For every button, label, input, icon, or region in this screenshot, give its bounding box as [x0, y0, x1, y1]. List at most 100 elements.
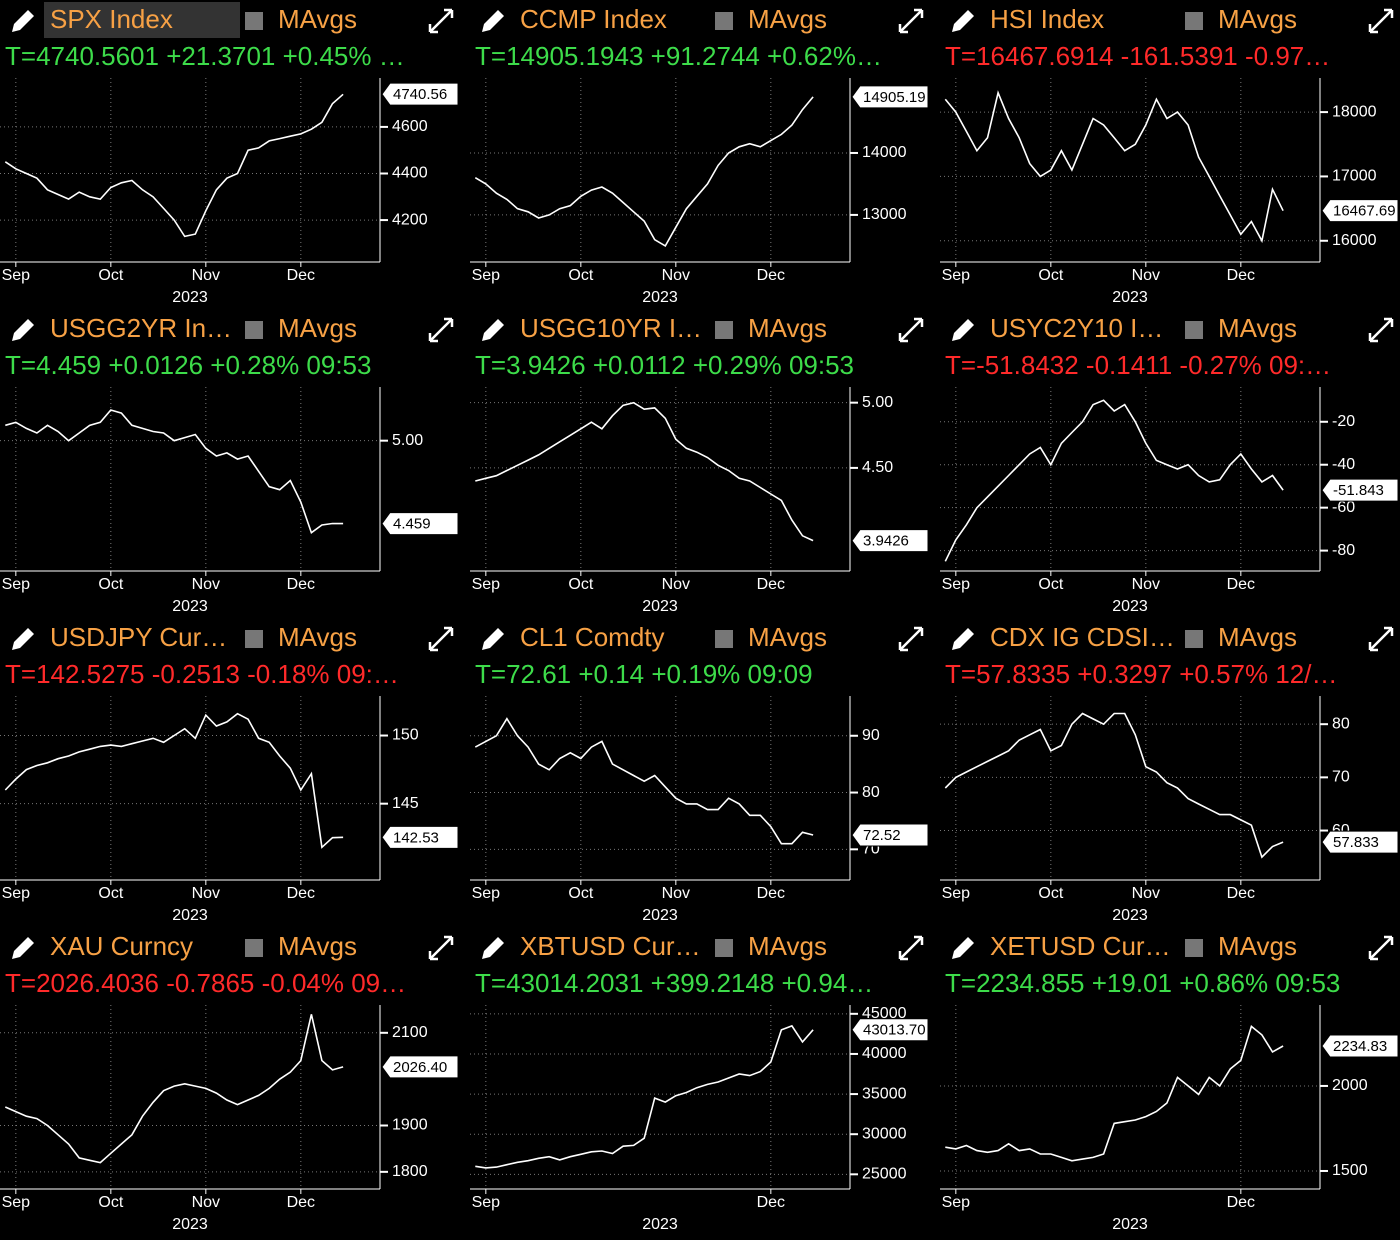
chart-panel[interactable]: CL1 Comdty MAvgs T=72.61 +0.14 +0.19% 09:0… [470, 622, 929, 924]
mavgs-checkbox[interactable] [245, 630, 263, 648]
mavgs-label[interactable]: MAvgs [1218, 931, 1297, 961]
security-title[interactable]: USDJPY Cur… [50, 622, 227, 652]
mavgs-label[interactable]: MAvgs [748, 931, 827, 961]
expand-icon[interactable] [1368, 8, 1394, 34]
chart-panel[interactable]: XAU Curncy MAvgs T=2026.4036 -0.7865 -0.04… [0, 931, 459, 1233]
expand-icon[interactable] [428, 626, 454, 652]
chart-panel[interactable]: XETUSD Cur… MAvgs T=2234.855 +19.01 +0.86%… [940, 931, 1399, 1233]
edit-icon[interactable] [482, 319, 504, 341]
quote-line: T=14905.1943 +91.2744 +0.62%… [475, 41, 882, 71]
mavgs-checkbox[interactable] [1185, 321, 1203, 339]
security-title[interactable]: USGG10YR I… [520, 313, 702, 343]
year-label: 2023 [642, 289, 678, 306]
mavgs-label[interactable]: MAvgs [748, 4, 827, 34]
last-value-label: 2026.40 [393, 1059, 447, 1076]
security-title[interactable]: USGG2YR In… [50, 313, 232, 343]
edit-icon[interactable] [952, 10, 974, 32]
month-label: Nov [192, 1194, 220, 1211]
mavgs-label[interactable]: MAvgs [748, 313, 827, 343]
edit-icon[interactable] [12, 10, 34, 32]
edit-icon[interactable] [952, 937, 974, 959]
chart-panel[interactable]: USGG10YR I… MAvgs T=3.9426 +0.0112 +0.29% … [470, 313, 929, 615]
month-label: Dec [757, 576, 785, 593]
y-tick-label: 150 [392, 727, 419, 744]
chart-panel[interactable]: SPX Index MAvgs T=4740.5601 +21.3701 +0.45… [0, 2, 459, 306]
security-title[interactable]: SPX Index [50, 4, 173, 34]
mavgs-label[interactable]: MAvgs [1218, 622, 1297, 652]
y-tick-label: -80 [1332, 542, 1355, 559]
quote-line: T=16467.6914 -161.5391 -0.97… [945, 41, 1330, 71]
expand-icon[interactable] [1368, 317, 1394, 343]
expand-icon[interactable] [898, 8, 924, 34]
security-title[interactable]: HSI Index [990, 4, 1104, 34]
mavgs-checkbox[interactable] [245, 12, 263, 30]
chart-panel[interactable]: CDX IG CDSI… MAvgs T=57.8335 +0.3297 +0.57… [940, 622, 1399, 924]
edit-icon[interactable] [952, 319, 974, 341]
price-line [474, 96, 814, 248]
mavgs-checkbox[interactable] [715, 321, 733, 339]
month-label: Dec [757, 267, 785, 284]
last-value-flag [1321, 830, 1399, 854]
y-tick-label: 17000 [1332, 168, 1377, 185]
month-label: Dec [757, 1194, 785, 1211]
chart-panel[interactable]: USYC2Y10 I… MAvgs T=-51.8432 -0.1411 -0.27… [940, 313, 1399, 615]
edit-icon[interactable] [12, 937, 34, 959]
year-label: 2023 [1112, 1216, 1148, 1233]
y-tick-label: -40 [1332, 456, 1355, 473]
mavgs-label[interactable]: MAvgs [278, 622, 357, 652]
edit-icon[interactable] [482, 628, 504, 650]
security-title[interactable]: XETUSD Cur… [990, 931, 1171, 961]
month-label: Dec [1227, 1194, 1255, 1211]
price-line [5, 409, 344, 534]
mavgs-label[interactable]: MAvgs [278, 931, 357, 961]
mavgs-checkbox[interactable] [1185, 630, 1203, 648]
security-title[interactable]: CCMP Index [520, 4, 667, 34]
mavgs-checkbox[interactable] [245, 939, 263, 957]
security-title[interactable]: CL1 Comdty [520, 622, 665, 652]
y-tick-label: 13000 [862, 206, 907, 223]
last-value-label: 3.9426 [863, 533, 909, 550]
security-title[interactable]: CDX IG CDSI… [990, 622, 1175, 652]
mavgs-label[interactable]: MAvgs [748, 622, 827, 652]
edit-icon[interactable] [12, 628, 34, 650]
month-label: Nov [192, 267, 220, 284]
y-tick-label: 35000 [862, 1085, 907, 1102]
chart-panel[interactable]: USDJPY Cur… MAvgs T=142.5275 -0.2513 -0.18… [0, 622, 459, 924]
security-title[interactable]: USYC2Y10 I… [990, 313, 1163, 343]
mavgs-checkbox[interactable] [245, 321, 263, 339]
mavgs-checkbox[interactable] [1185, 939, 1203, 957]
quote-line: T=57.8335 +0.3297 +0.57% 12/… [945, 659, 1337, 689]
edit-icon[interactable] [12, 319, 34, 341]
expand-icon[interactable] [428, 935, 454, 961]
expand-icon[interactable] [1368, 935, 1394, 961]
month-label: Nov [662, 576, 690, 593]
mavgs-label[interactable]: MAvgs [1218, 4, 1297, 34]
chart-panel[interactable]: HSI Index MAvgs T=16467.6914 -161.5391 -0.… [940, 4, 1399, 306]
month-label: Nov [1132, 885, 1160, 902]
edit-icon[interactable] [952, 628, 974, 650]
expand-icon[interactable] [428, 317, 454, 343]
last-value-label: 14905.19 [863, 89, 926, 106]
mavgs-checkbox[interactable] [715, 630, 733, 648]
edit-icon[interactable] [482, 937, 504, 959]
expand-icon[interactable] [898, 626, 924, 652]
y-tick-label: 4600 [392, 118, 428, 135]
expand-icon[interactable] [898, 317, 924, 343]
mavgs-checkbox[interactable] [1185, 12, 1203, 30]
chart-panel[interactable]: USGG2YR In… MAvgs T=4.459 +0.0126 +0.28% 0… [0, 313, 459, 615]
mavgs-checkbox[interactable] [715, 939, 733, 957]
chart-panel[interactable]: XBTUSD Cur… MAvgs T=43014.2031 +399.2148 +… [470, 931, 929, 1233]
mavgs-label[interactable]: MAvgs [278, 4, 357, 34]
expand-icon[interactable] [1368, 626, 1394, 652]
mavgs-label[interactable]: MAvgs [1218, 313, 1297, 343]
expand-icon[interactable] [898, 935, 924, 961]
security-title[interactable]: XBTUSD Cur… [520, 931, 701, 961]
edit-icon[interactable] [482, 10, 504, 32]
month-label: Sep [942, 576, 971, 593]
expand-icon[interactable] [428, 8, 454, 34]
security-title[interactable]: XAU Curncy [50, 931, 193, 961]
mavgs-label[interactable]: MAvgs [278, 313, 357, 343]
chart-panel[interactable]: CCMP Index MAvgs T=14905.1943 +91.2744 +0.… [470, 4, 929, 306]
mavgs-checkbox[interactable] [715, 12, 733, 30]
month-label: Sep [942, 267, 971, 284]
